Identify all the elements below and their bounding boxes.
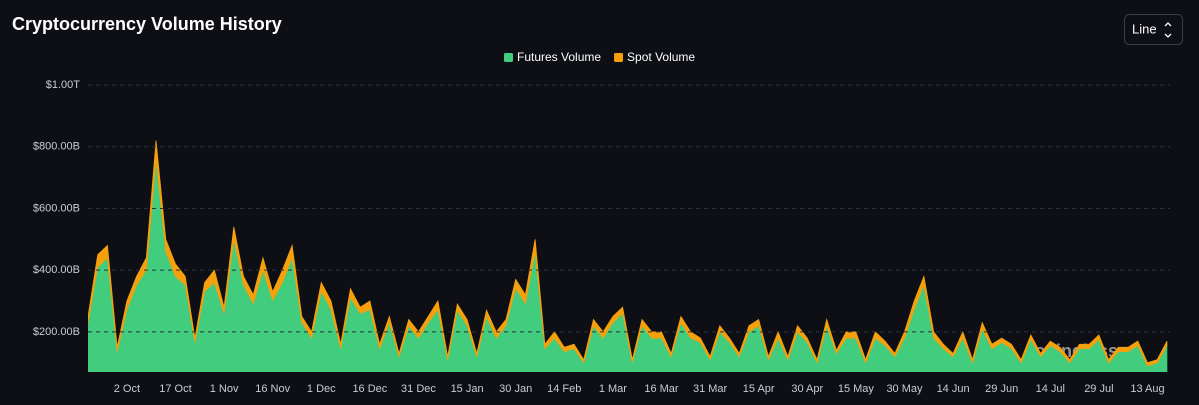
chart-type-button[interactable]: Line <box>1124 14 1183 45</box>
x-tick-label: 16 Nov <box>255 383 290 395</box>
area <box>88 140 1168 367</box>
x-tick-label: 30 Apr <box>791 383 823 395</box>
x-tick-label: 1 Mar <box>599 383 627 395</box>
y-tick-label: $600.00B <box>33 202 80 214</box>
x-tick-label: 15 Jan <box>451 383 484 395</box>
x-tick-label: 14 Jun <box>937 383 970 395</box>
x-tick-label: 17 Oct <box>159 383 191 395</box>
x-tick-label: 15 May <box>838 383 875 395</box>
y-tick-label: $400.00B <box>33 264 80 276</box>
x-tick-label: 1 Dec <box>307 383 336 395</box>
x-tick-label: 30 May <box>886 383 923 395</box>
y-tick-label: $800.00B <box>33 141 80 153</box>
chart-title: Cryptocurrency Volume History <box>12 14 282 34</box>
legend-label: Futures Volume <box>517 50 601 64</box>
button-label[interactable]: Line <box>1132 21 1157 36</box>
x-tick-label: 13 Aug <box>1130 383 1164 395</box>
area <box>88 159 1168 372</box>
y-tick-label: $200.00B <box>33 326 80 338</box>
x-tick-label: 31 Mar <box>693 383 728 395</box>
x-tick-label: 29 Jul <box>1084 383 1113 395</box>
x-tick-label: 16 Dec <box>352 383 387 395</box>
x-tick-label: 31 Dec <box>401 383 436 395</box>
button-chevron[interactable] <box>1164 22 1172 38</box>
x-tick-label: 2 Oct <box>114 383 140 395</box>
x-tick-label: 14 Jul <box>1036 383 1065 395</box>
x-tick-label: 29 Jun <box>985 383 1018 395</box>
legend-swatch <box>504 53 513 62</box>
plot-area <box>88 140 1168 372</box>
x-tick-label: 1 Nov <box>210 383 239 395</box>
x-tick-label: 30 Jan <box>499 383 532 395</box>
y-tick-label: $1.00T <box>46 79 81 91</box>
x-tick-label: 14 Feb <box>547 383 581 395</box>
legend-swatch <box>614 53 624 62</box>
x-tick-label: 16 Mar <box>644 383 679 395</box>
legend-label: Spot Volume <box>627 50 695 64</box>
x-tick-label: 15 Apr <box>743 383 775 395</box>
